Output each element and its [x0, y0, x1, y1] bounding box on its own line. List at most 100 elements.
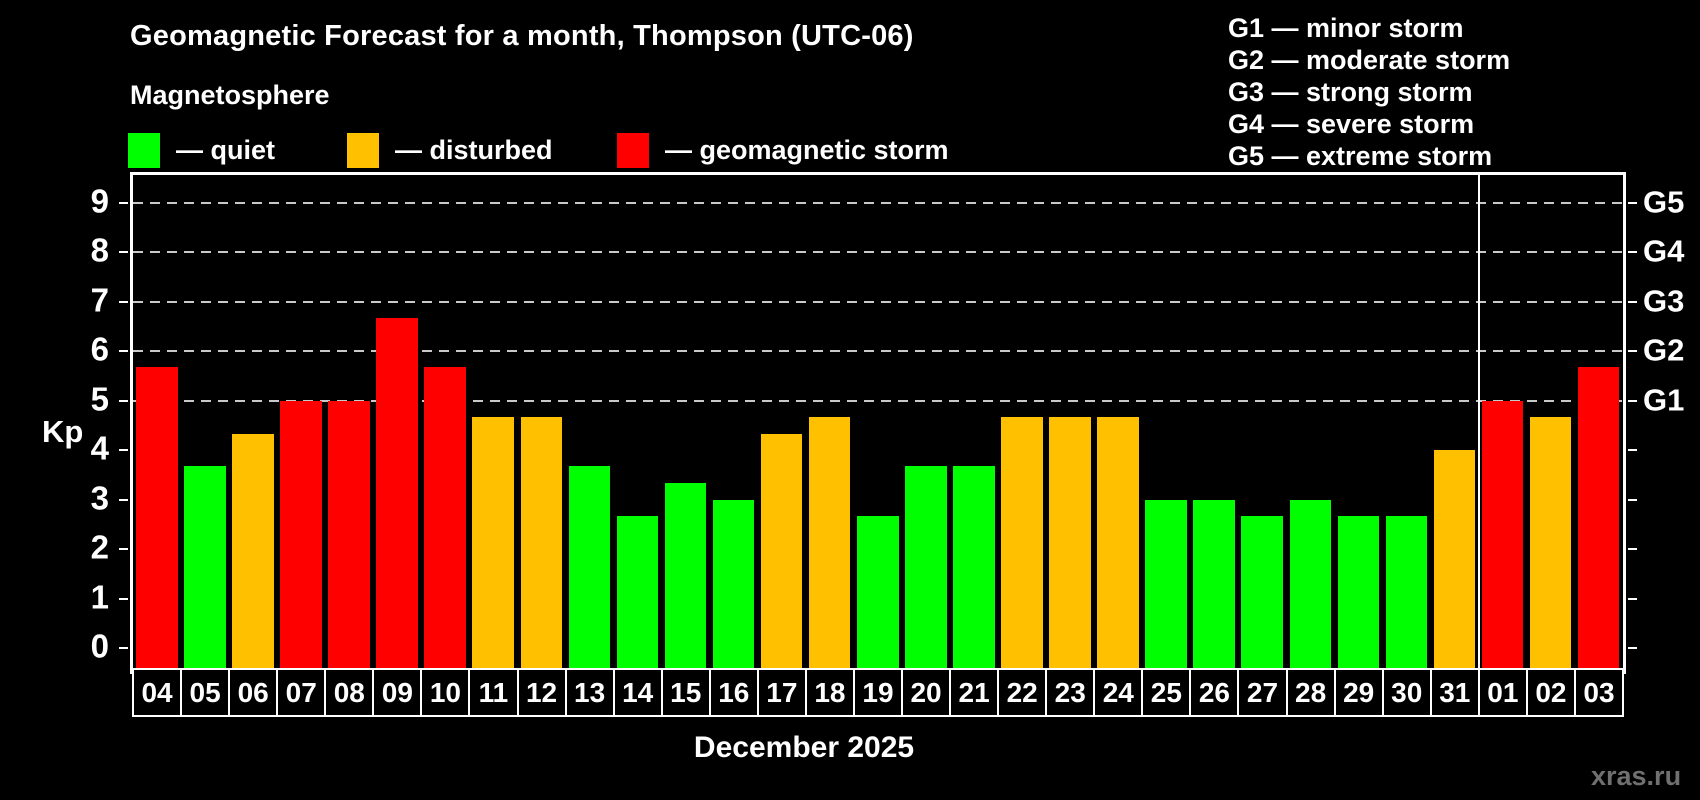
g-axis-label-g1: G1 — [1643, 381, 1685, 417]
left-axis-tick-9 — [119, 201, 128, 204]
kp-bar-day-14 — [616, 515, 659, 671]
day-label-cell-12: 12 — [516, 668, 567, 717]
day-label-cell-02: 02 — [1525, 668, 1576, 717]
kp-bar-day-07 — [280, 400, 322, 671]
kp-bar-day-26 — [1193, 499, 1235, 671]
y-axis-tick-label-0: 0 — [90, 627, 109, 665]
day-label-cell-11: 11 — [468, 668, 519, 717]
day-label-cell-23: 23 — [1045, 668, 1096, 717]
left-axis-tick-5 — [119, 399, 128, 402]
kp-bar-day-20 — [905, 466, 947, 671]
day-label-cell-31: 31 — [1429, 668, 1480, 717]
gridline-kp-9 — [133, 201, 1623, 204]
right-axis-tick-3 — [1628, 498, 1637, 501]
g-axis-label-g5: G5 — [1643, 183, 1685, 219]
kp-bar-day-09 — [376, 317, 418, 671]
kp-bar-day-19 — [856, 515, 899, 671]
kp-bar-day-02 — [1529, 416, 1572, 671]
kp-bar-day-23 — [1049, 416, 1091, 671]
kp-bar-day-10 — [424, 367, 466, 671]
legend-label-quiet: — quiet — [176, 134, 275, 165]
g-scale-legend-line: G5 — extreme storm — [1228, 141, 1493, 171]
kp-bar-day-11 — [472, 416, 514, 671]
watermark: xras.ru — [1591, 761, 1682, 791]
day-label-cell-21: 21 — [949, 668, 1000, 717]
kp-bar-day-03 — [1577, 367, 1620, 671]
kp-bar-day-17 — [760, 433, 803, 671]
day-label-cell-06: 06 — [228, 668, 279, 717]
x-axis-day-labels: 04 05 06 07 08 09 10 11 12 13 14 15 16 17 18 19 20 21 22 23… — [132, 668, 1624, 717]
day-label-cell-29: 29 — [1333, 668, 1384, 717]
day-label-cell-20: 20 — [901, 668, 952, 717]
day-label-cell-19: 19 — [852, 668, 904, 717]
left-axis-tick-3 — [119, 498, 128, 501]
day-label-cell-30: 30 — [1381, 668, 1432, 717]
kp-bar-day-30 — [1385, 515, 1428, 671]
kp-bar-day-15 — [664, 483, 707, 671]
legend-label-storm: — geomagnetic storm — [665, 134, 949, 165]
gridline-kp-5 — [133, 399, 1623, 402]
plot-area: 0 1 2 3 4 5 6 7 8 9 G1 G2 G3 G4 G5 — [91, 172, 1684, 674]
kp-bar-day-05 — [184, 466, 226, 671]
left-axis-tick-6 — [119, 350, 128, 352]
quiet-color-swatch — [128, 132, 160, 168]
legend-item-disturbed: — disturbed — [347, 131, 553, 169]
day-label-cell-05: 05 — [180, 668, 231, 717]
day-label-cell-16: 16 — [708, 668, 759, 717]
day-label-cell-17: 17 — [756, 668, 807, 717]
y-axis-tick-label-9: 9 — [90, 181, 109, 219]
kp-bar-day-27 — [1241, 515, 1284, 671]
y-axis-tick-label-6: 6 — [90, 330, 109, 368]
kp-bar-day-31 — [1433, 450, 1476, 671]
kp-bar-day-13 — [568, 466, 611, 671]
left-axis-tick-1 — [119, 597, 128, 600]
month-separator-line — [1477, 175, 1480, 671]
left-axis-tick-2 — [119, 548, 128, 550]
y-axis-tick-label-7: 7 — [90, 280, 109, 318]
y-axis-tick-label-4: 4 — [90, 429, 109, 467]
day-label-cell-24: 24 — [1093, 668, 1144, 717]
y-axis-tick-label-2: 2 — [90, 528, 109, 566]
chart-subtitle: Magnetosphere — [130, 80, 330, 110]
y-axis-tick-label-3: 3 — [90, 478, 109, 516]
kp-bar-day-04 — [136, 367, 178, 671]
kp-bar-day-29 — [1337, 515, 1380, 671]
kp-bar-day-16 — [712, 499, 755, 671]
day-label-cell-10: 10 — [420, 668, 471, 717]
y-axis-tick-label-1: 1 — [90, 577, 109, 615]
g-axis-label-g3: G3 — [1643, 282, 1685, 318]
right-axis-tick-7 — [1628, 300, 1637, 303]
right-axis-tick-9 — [1628, 201, 1637, 204]
right-axis-tick-6 — [1628, 350, 1637, 352]
g-axis-label-g2: G2 — [1643, 332, 1685, 368]
disturbed-color-swatch — [347, 132, 379, 168]
day-label-cell-14: 14 — [612, 668, 663, 717]
kp-bar-day-12 — [520, 416, 563, 671]
right-axis-tick-1 — [1628, 597, 1637, 600]
kp-bar-day-08 — [328, 400, 370, 671]
day-label-cell-03: 03 — [1573, 668, 1624, 717]
kp-bar-day-01 — [1481, 400, 1524, 671]
g-scale-legend-line: G4 — severe storm — [1228, 109, 1475, 139]
kp-bar-day-18 — [808, 416, 851, 671]
left-axis-tick-0 — [119, 647, 128, 649]
x-axis-title: December 2025 — [693, 731, 915, 764]
day-label-cell-07: 07 — [276, 668, 327, 717]
g-scale-legend: G1 — minor storm G2 — moderate storm G3 … — [1228, 12, 1510, 172]
day-label-cell-22: 22 — [997, 668, 1048, 717]
day-label-cell-28: 28 — [1285, 668, 1336, 717]
day-label-cell-27: 27 — [1237, 668, 1288, 717]
y-axis-label-kp: Kp — [42, 414, 84, 449]
kp-bar-day-06 — [232, 433, 274, 671]
chart-title: Geomagnetic Forecast for a month, Thomps… — [130, 20, 914, 52]
left-axis-tick-8 — [119, 251, 128, 253]
left-axis-tick-7 — [119, 300, 128, 303]
kp-bar-day-24 — [1097, 416, 1139, 671]
storm-color-swatch — [617, 132, 649, 168]
right-axis-tick-2 — [1628, 548, 1637, 550]
g-axis-label-g4: G4 — [1643, 233, 1685, 269]
kp-bar-day-25 — [1145, 499, 1187, 671]
plot-inner: 0 1 2 3 4 5 6 7 8 9 G1 G2 G3 G4 G5 — [91, 175, 1684, 671]
y-axis-tick-label-5: 5 — [90, 379, 109, 417]
